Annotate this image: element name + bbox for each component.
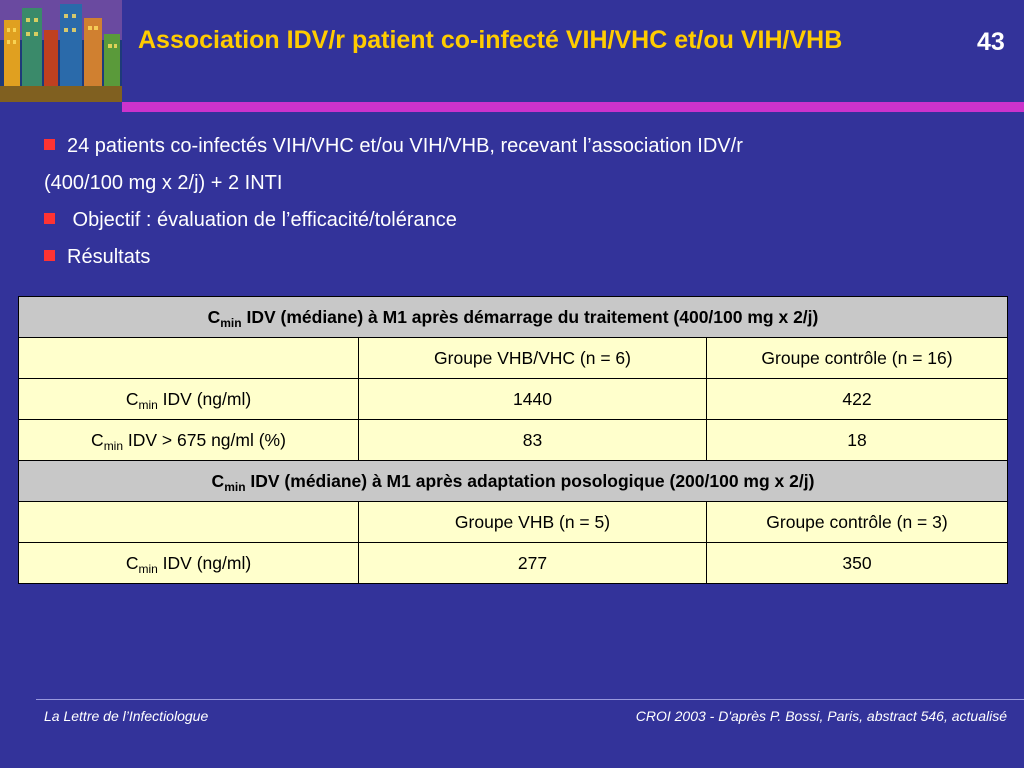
footer-divider	[36, 699, 1024, 700]
city-skyline-logo	[0, 0, 122, 102]
empty-cell	[18, 337, 359, 379]
table-cell: 422	[706, 378, 1008, 420]
section-header-cell: Cmin IDV (médiane) à M1 après démarrage …	[18, 296, 1008, 338]
table-cell: 1440	[358, 378, 707, 420]
table-cell: 350	[706, 542, 1008, 584]
column-header: Groupe VHB/VHC (n = 6)	[358, 337, 707, 379]
column-header: Groupe VHB (n = 5)	[358, 501, 707, 543]
section-header-row: Cmin IDV (médiane) à M1 après adaptation…	[18, 460, 1008, 502]
table-row: Cmin IDV (ng/ml) 1440 422	[18, 378, 1008, 420]
square-bullet-icon	[44, 139, 55, 150]
results-table: Cmin IDV (médiane) à M1 après démarrage …	[18, 296, 1008, 584]
square-bullet-icon	[44, 250, 55, 261]
bullet-text: Résultats	[67, 246, 151, 268]
square-bullet-icon	[44, 213, 55, 224]
empty-cell	[18, 501, 359, 543]
row-label: Cmin IDV > 675 ng/ml (%)	[18, 419, 359, 461]
table-cell: 83	[358, 419, 707, 461]
section-header-row: Cmin IDV (médiane) à M1 après démarrage …	[18, 296, 1008, 338]
bullet-item-objectif: Objectif : évaluation de l’efficacité/to…	[44, 202, 1004, 239]
footer-journal: La Lettre de l’Infectiologue	[44, 708, 209, 724]
column-header: Groupe contrôle (n = 3)	[706, 501, 1008, 543]
footer-source: CROI 2003 - D'après P. Bossi, Paris, abs…	[635, 708, 1007, 724]
bullet-text: Objectif : évaluation de l’efficacité/to…	[67, 209, 457, 231]
title-divider	[122, 102, 1024, 112]
table-row: Cmin IDV > 675 ng/ml (%) 83 18	[18, 419, 1008, 461]
slide-title: Association IDV/r patient co-infecté VIH…	[138, 26, 843, 54]
row-label: Cmin IDV (ng/ml)	[18, 378, 359, 420]
bullet-item-resultats: Résultats	[44, 239, 1004, 276]
section-header-cell: Cmin IDV (médiane) à M1 après adaptation…	[18, 460, 1008, 502]
table-cell: 277	[358, 542, 707, 584]
row-label: Cmin IDV (ng/ml)	[18, 542, 359, 584]
table-row: Groupe VHB (n = 5) Groupe contrôle (n = …	[18, 501, 1008, 543]
slide-number: 43	[977, 28, 1005, 56]
bullet-item-patients: 24 patients co-infectés VIH/VHC et/ou VI…	[44, 128, 1004, 165]
bullet-text: 24 patients co-infectés VIH/VHC et/ou VI…	[67, 135, 743, 157]
column-header: Groupe contrôle (n = 16)	[706, 337, 1008, 379]
bullet-list: 24 patients co-infectés VIH/VHC et/ou VI…	[44, 128, 1004, 276]
table-row: Cmin IDV (ng/ml) 277 350	[18, 542, 1008, 584]
table-cell: 18	[706, 419, 1008, 461]
bullet-continuation: (400/100 mg x 2/j) + 2 INTI	[44, 172, 283, 194]
table-row: Groupe VHB/VHC (n = 6) Groupe contrôle (…	[18, 337, 1008, 379]
